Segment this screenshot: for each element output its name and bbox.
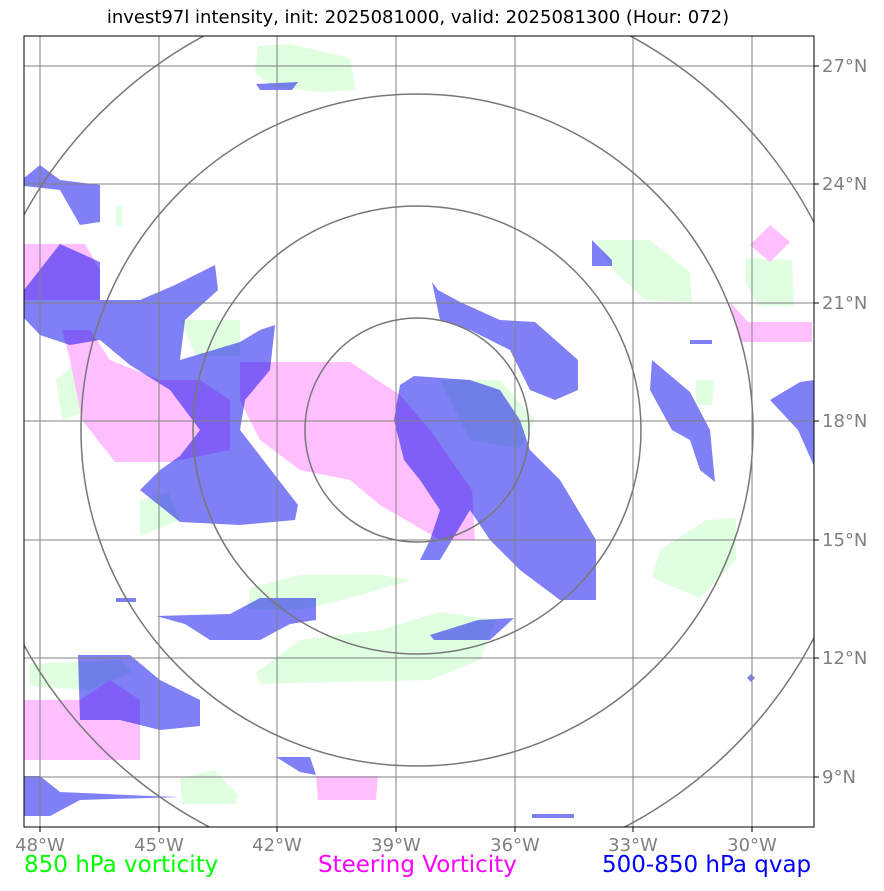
- qvap-region: [532, 814, 574, 818]
- vorticity-region: [256, 612, 496, 684]
- lon-tick-label: 39°W: [371, 835, 421, 856]
- steering-region: [316, 776, 378, 800]
- lon-tick-label: 45°W: [134, 835, 184, 856]
- qvap-region: [156, 598, 316, 640]
- lon-tick-label: 42°W: [252, 835, 302, 856]
- vorticity-region: [596, 240, 692, 302]
- lon-tick-label: 48°W: [15, 835, 65, 856]
- qvap-region: [747, 674, 755, 682]
- lat-tick-label: 24°N: [822, 174, 867, 195]
- lat-tick-label: 15°N: [822, 530, 867, 551]
- qvap-region: [394, 376, 596, 600]
- distance-rings: [24, 36, 814, 827]
- ring-3: [80, 93, 754, 767]
- lon-tick-label: 36°W: [490, 835, 540, 856]
- tick-marks: [39, 65, 819, 832]
- legend-vorticity: 850 hPa vorticity: [24, 852, 219, 878]
- lat-tick-label: 9°N: [822, 767, 856, 788]
- legend-qvap: 500-850 hPa qvap: [602, 852, 812, 878]
- steering-region: [750, 225, 790, 262]
- legend-steering-vorticity: Steering Vorticity: [318, 852, 517, 878]
- lon-labels: 48°W 45°W 42°W 39°W 36°W 33°W 30°W: [15, 835, 777, 856]
- ring-1: [304, 317, 530, 543]
- lon-tick-label: 30°W: [727, 835, 777, 856]
- ring-2: [192, 205, 642, 655]
- qvap-region: [116, 598, 136, 602]
- map-frame: [23, 35, 815, 828]
- vorticity-region: [116, 206, 122, 226]
- vorticity-region: [652, 518, 736, 598]
- lat-tick-label: 18°N: [822, 411, 867, 432]
- qvap-region: [592, 240, 612, 266]
- vorticity-region: [255, 44, 356, 92]
- qvap-region: [432, 282, 578, 400]
- qvap-region: [78, 655, 200, 730]
- qvap-region: [770, 380, 814, 466]
- vorticity-region: [180, 770, 238, 804]
- qvap-region: [24, 244, 298, 525]
- qvap-region: [690, 340, 712, 344]
- lat-tick-label: 21°N: [822, 293, 867, 314]
- lon-tick-label: 33°W: [608, 835, 658, 856]
- vorticity-region: [745, 258, 794, 306]
- lat-tick-label: 27°N: [822, 56, 867, 77]
- qvap-region: [276, 757, 316, 775]
- steering-region: [730, 302, 812, 342]
- vorticity-region: [696, 380, 714, 406]
- qvap-region: [24, 165, 100, 225]
- qvap-region: [24, 776, 180, 816]
- map-title: invest97l intensity, init: 2025081000, v…: [106, 7, 730, 28]
- steering-region: [62, 330, 230, 462]
- lat-labels: 27°N 24°N 21°N 18°N 15°N 12°N 9°N: [822, 56, 867, 788]
- steering-region: [240, 362, 475, 540]
- qvap-region: [430, 618, 514, 640]
- lat-tick-label: 12°N: [822, 648, 867, 669]
